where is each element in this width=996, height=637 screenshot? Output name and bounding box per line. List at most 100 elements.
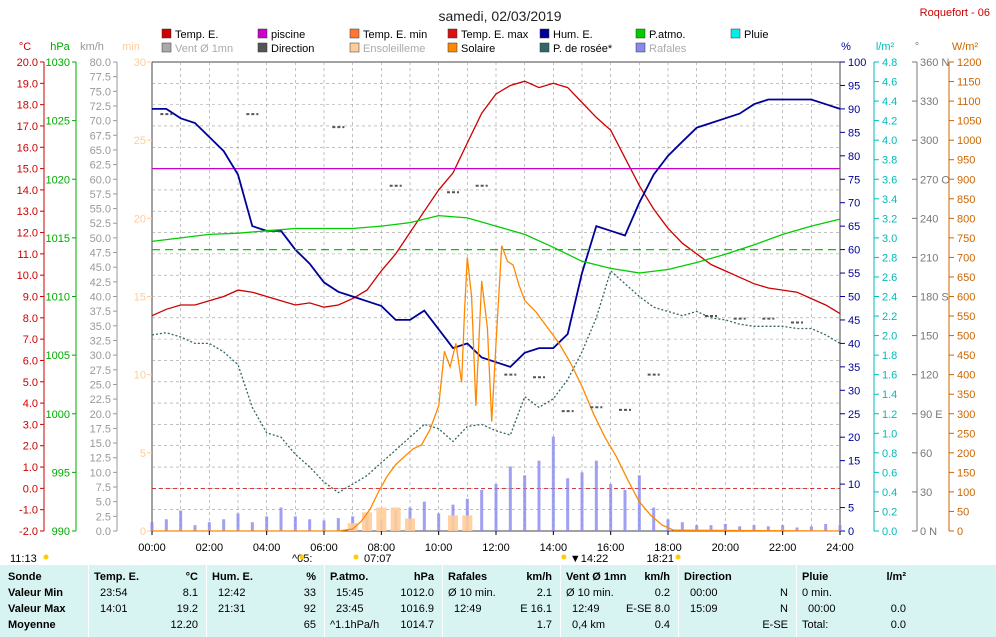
tick-dir: 60 xyxy=(920,448,932,460)
stats-patm-trend: ^1.1hPa/h xyxy=(330,619,380,631)
time-tick: 16:00 xyxy=(597,542,625,554)
stats-gust-max-time: 12:49 xyxy=(454,603,482,615)
tick-hpa: 990 xyxy=(52,526,70,538)
tick-rain: 3.6 xyxy=(882,174,897,186)
legend-swatch-4 xyxy=(539,28,550,39)
stats-hum-unit: % xyxy=(306,571,316,583)
legend-swatch-11 xyxy=(539,42,550,53)
gust-bar xyxy=(566,478,570,531)
legend-label-7: Vent Ø 1mn xyxy=(175,43,233,55)
sun-sunrise-dot xyxy=(353,554,359,560)
stats-temp-unit: °C xyxy=(185,571,198,583)
legend-swatch-7 xyxy=(161,42,172,53)
tick-temp: 10.0 xyxy=(17,270,38,282)
stats-hum-min-time: 12:42 xyxy=(218,587,246,599)
tick-pct: 5 xyxy=(848,503,854,515)
gust-bar xyxy=(652,507,656,531)
tick-temp: 12.0 xyxy=(17,228,38,240)
stats-patm-max-time: 23:45 xyxy=(336,603,364,615)
tick-kmh: 37.5 xyxy=(90,306,111,318)
gust-bar xyxy=(265,516,269,531)
unit-wm2: W/m² xyxy=(952,41,979,53)
gust-bar xyxy=(781,525,785,531)
dawn-dot xyxy=(299,554,305,560)
tick-temp: 4.0 xyxy=(23,398,38,410)
gust-bar xyxy=(179,510,183,531)
day-start-label: 11:13 xyxy=(10,553,37,565)
tick-pct: 90 xyxy=(848,104,860,116)
tick-kmh: 30.0 xyxy=(90,350,111,362)
chart-grid xyxy=(151,61,841,532)
gust-bar xyxy=(594,460,598,531)
tick-temp: 1.0 xyxy=(23,462,38,474)
legend-swatch-12 xyxy=(635,42,646,53)
tick-temp: 18.0 xyxy=(17,100,38,112)
gust-bar xyxy=(752,525,756,531)
gust-bar xyxy=(680,522,684,531)
sun-sunrise-label: 07:07 xyxy=(364,553,392,565)
legend-label-12: Rafales xyxy=(649,43,687,55)
tick-pct: 40 xyxy=(848,338,860,350)
stats-gust-avg: 1.7 xyxy=(536,619,552,631)
stats-gust-title: Rafales xyxy=(448,571,488,583)
tick-dir: 240 xyxy=(920,213,938,225)
tick-kmh: 20.0 xyxy=(90,409,111,421)
gust-bar xyxy=(193,525,197,531)
tick-pct: 35 xyxy=(848,362,860,374)
stats-hum-max-time: 21:31 xyxy=(218,603,246,615)
time-tick: 22:00 xyxy=(769,542,797,554)
tick-kmh: 25.0 xyxy=(90,379,111,391)
tick-kmh: 35.0 xyxy=(90,321,111,333)
gust-bar xyxy=(437,513,441,531)
stats-temp-min-val: 8.1 xyxy=(182,587,198,599)
time-tick: 08:00 xyxy=(368,542,396,554)
series-p-atmo xyxy=(151,214,841,274)
stats-patm-min-val: 1012.0 xyxy=(400,587,434,599)
legend-label-0: Temp. E. xyxy=(175,29,218,41)
gust-bar xyxy=(537,460,541,531)
tick-rain: 3.4 xyxy=(882,194,897,206)
gust-bar xyxy=(709,525,713,531)
tick-dir: 90 E xyxy=(920,409,943,421)
tick-rain: 0.6 xyxy=(882,467,897,479)
stats-wind-title: Vent Ø 1mn xyxy=(566,571,627,583)
tick-temp: 17.0 xyxy=(17,121,38,133)
tick-wm2: 1000 xyxy=(957,135,981,147)
unit-rain: l/m² xyxy=(876,41,895,53)
tick-rain: 1.2 xyxy=(882,409,897,421)
gust-bar xyxy=(723,523,727,531)
tick-wm2: 800 xyxy=(957,213,975,225)
gust-bar xyxy=(838,525,842,531)
stats-rain-col: Pluie l/m² 0 min. 00:00 0.0 Total: 0.0 xyxy=(796,565,914,637)
time-tick: 04:00 xyxy=(253,542,281,554)
stats-patm-max-val: 1016.9 xyxy=(400,603,434,615)
gust-bar xyxy=(250,522,254,531)
tick-min: 25 xyxy=(134,135,146,147)
legend-label-8: Direction xyxy=(271,43,314,55)
stats-label-sonde: Sonde xyxy=(8,571,42,583)
chart-title: samedi, 02/03/2019 xyxy=(439,8,562,24)
tick-rain: 1.0 xyxy=(882,428,897,440)
gust-bar xyxy=(824,523,828,531)
stats-wind-col: Vent Ø 1mn km/h Ø 10 min. 0.2 12:49 E-SE 8.… xyxy=(560,565,679,637)
tick-kmh: 7.5 xyxy=(96,482,111,494)
stats-temp-max-val: 19.2 xyxy=(176,603,198,615)
tick-min: 15 xyxy=(134,292,146,304)
tick-rain: 2.6 xyxy=(882,272,897,284)
legend-label-2: Temp. E. min xyxy=(363,29,427,41)
sun-solar_noon-label: ▼14:22 xyxy=(570,553,608,565)
tick-wm2: 100 xyxy=(957,487,975,499)
stats-dir-min-val: N xyxy=(780,587,788,599)
tick-kmh: 60.0 xyxy=(90,174,111,186)
tick-pct: 30 xyxy=(848,385,860,397)
tick-temp: -2.0 xyxy=(19,526,38,538)
tick-kmh: 15.0 xyxy=(90,438,111,450)
tick-wm2: 300 xyxy=(957,409,975,421)
tick-temp: 13.0 xyxy=(17,206,38,218)
gust-bar xyxy=(207,522,211,531)
tick-hpa: 995 xyxy=(52,467,70,479)
tick-kmh: 67.5 xyxy=(90,130,111,142)
tick-kmh: 50.0 xyxy=(90,233,111,245)
tick-temp: 11.0 xyxy=(17,249,38,261)
tick-temp: 8.0 xyxy=(23,313,38,325)
